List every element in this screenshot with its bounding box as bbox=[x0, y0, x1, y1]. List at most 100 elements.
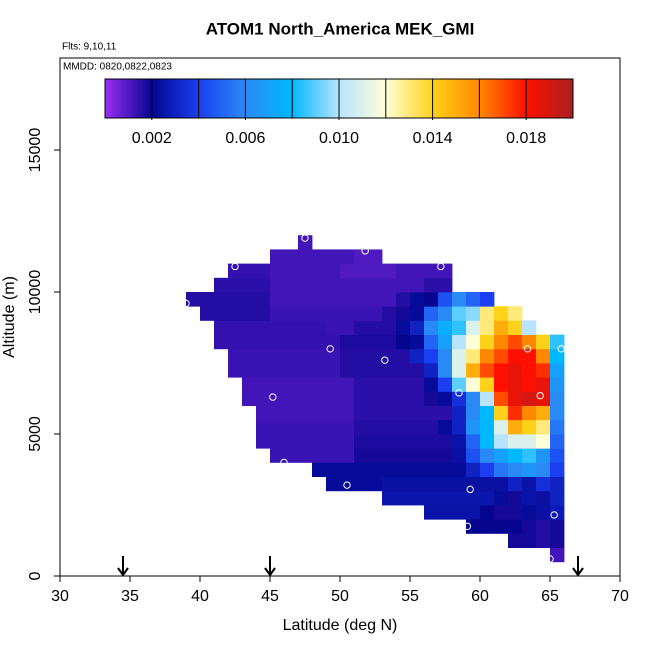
heatmap-cell bbox=[508, 334, 523, 350]
heatmap-cell bbox=[466, 405, 481, 421]
heatmap-cell bbox=[242, 334, 257, 350]
heatmap-cell bbox=[326, 377, 341, 392]
flight-point bbox=[269, 393, 277, 401]
heatmap-cell bbox=[354, 419, 369, 435]
heatmap-cell bbox=[312, 334, 327, 350]
heatmap-cell bbox=[410, 490, 425, 506]
heatmap-cell bbox=[522, 462, 537, 478]
heatmap-cell bbox=[256, 405, 271, 421]
heatmap-cell bbox=[410, 434, 425, 449]
heatmap-cell bbox=[242, 263, 257, 279]
heatmap-cell bbox=[480, 448, 495, 463]
heatmap-cell bbox=[396, 419, 411, 435]
y-axis-label: Altitude (m) bbox=[1, 276, 18, 358]
heatmap-cell bbox=[312, 249, 327, 265]
x-tick-label: 60 bbox=[471, 588, 489, 605]
heatmap-cell bbox=[284, 363, 299, 378]
heatmap-cell bbox=[550, 363, 565, 378]
heatmap-cell bbox=[382, 476, 397, 492]
flight-point bbox=[536, 391, 544, 400]
heatmap-cell bbox=[508, 419, 523, 435]
x-tick-label: 40 bbox=[191, 588, 209, 605]
heatmap-cell bbox=[242, 306, 257, 321]
heatmap-cell bbox=[480, 490, 495, 506]
heatmap-cell bbox=[424, 391, 439, 407]
heatmap-cell bbox=[256, 363, 271, 378]
heatmap-cell bbox=[284, 334, 299, 350]
heatmap-cell bbox=[354, 292, 369, 307]
heatmap-cell bbox=[550, 462, 565, 478]
heatmap-cell bbox=[270, 277, 285, 293]
heatmap-cell bbox=[522, 476, 537, 492]
heatmap-cell bbox=[536, 334, 551, 350]
heatmap-cell bbox=[326, 306, 341, 321]
heatmap-cell bbox=[522, 320, 537, 336]
heatmap-cell bbox=[340, 306, 355, 321]
chart-title: ATOM1 North_America MEK_GMI bbox=[206, 19, 475, 38]
heatmap-cell bbox=[522, 405, 537, 421]
heatmap-cell bbox=[326, 448, 341, 463]
heatmap-cell bbox=[410, 405, 425, 421]
flight-point bbox=[231, 262, 239, 271]
arrow bbox=[117, 556, 129, 577]
heatmap-cell bbox=[200, 292, 215, 307]
heatmap-cell bbox=[298, 249, 313, 265]
heatmap-cell bbox=[340, 320, 355, 336]
heatmap-cell bbox=[480, 306, 495, 321]
heatmap-cell bbox=[298, 363, 313, 378]
colorbar-tick-label: 0.006 bbox=[225, 130, 265, 147]
heatmap-cell bbox=[410, 292, 425, 307]
heatmap-cell bbox=[494, 419, 509, 435]
heatmap-cell bbox=[298, 434, 313, 449]
heatmap-cell bbox=[256, 377, 271, 392]
heatmap-cell bbox=[410, 476, 425, 492]
heatmap-cell bbox=[424, 405, 439, 421]
heatmap-cell bbox=[508, 391, 523, 407]
heatmap-cell bbox=[438, 505, 453, 520]
heatmap-cell bbox=[424, 348, 439, 364]
heatmap-cell bbox=[522, 490, 537, 506]
flight-point bbox=[463, 522, 472, 531]
heatmap-cell bbox=[242, 391, 257, 407]
heatmap-cell bbox=[522, 533, 537, 549]
heatmap-cell bbox=[340, 249, 355, 265]
heatmap-cell bbox=[550, 519, 565, 534]
heatmap-cell bbox=[466, 462, 481, 478]
heatmap-cell bbox=[438, 419, 453, 435]
heatmap-cell bbox=[396, 462, 411, 478]
heatmap-cell bbox=[508, 448, 523, 463]
heatmap-cell bbox=[508, 405, 523, 421]
heatmap-cell bbox=[536, 348, 551, 364]
heatmap-cell bbox=[452, 348, 467, 364]
flight-point bbox=[182, 299, 190, 308]
chart-subtitle: Flts: 9,10,11 bbox=[62, 42, 117, 53]
flight-point bbox=[523, 345, 532, 353]
heatmap-cell bbox=[480, 320, 495, 336]
heatmap-cell bbox=[382, 263, 397, 279]
heatmap-cell bbox=[284, 434, 299, 449]
heatmap-cell bbox=[340, 434, 355, 449]
heatmap-cell bbox=[438, 306, 453, 321]
heatmap-cell bbox=[312, 277, 327, 293]
heatmap-cell bbox=[452, 363, 467, 378]
heatmap-cell bbox=[480, 391, 495, 407]
heatmap-cell bbox=[438, 348, 453, 364]
heatmap-cell bbox=[438, 292, 453, 307]
y-tick-label: 5000 bbox=[27, 416, 44, 452]
heatmap-cell bbox=[382, 434, 397, 449]
heatmap-cell bbox=[494, 462, 509, 478]
heatmap-cell bbox=[452, 377, 467, 392]
heatmap-cell bbox=[200, 306, 215, 321]
heatmap-cell bbox=[256, 434, 271, 449]
heatmap-cell bbox=[284, 377, 299, 392]
heatmap-cell bbox=[466, 476, 481, 492]
heatmap-cell bbox=[312, 320, 327, 336]
heatmap-cell bbox=[396, 476, 411, 492]
x-axis-label: Latitude (deg N) bbox=[283, 617, 398, 634]
y-tick-label: 15000 bbox=[27, 128, 44, 173]
heatmap-cell bbox=[466, 448, 481, 463]
heatmap-cell bbox=[284, 277, 299, 293]
heatmap-cell bbox=[326, 363, 341, 378]
heatmap-cell bbox=[284, 306, 299, 321]
heatmap-cell bbox=[382, 334, 397, 350]
